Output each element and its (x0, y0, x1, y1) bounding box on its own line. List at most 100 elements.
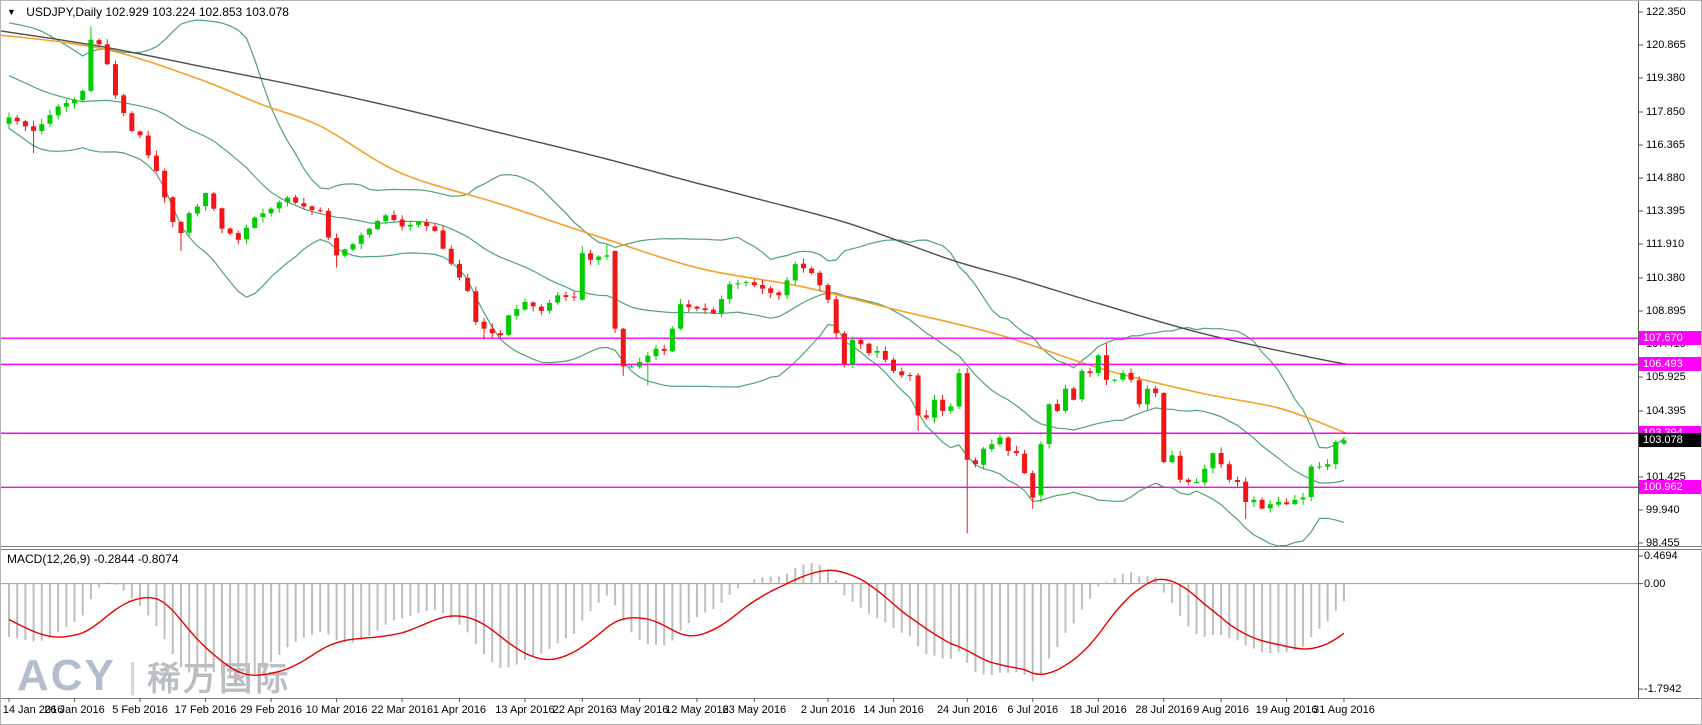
macd-histogram-bar (253, 583, 256, 674)
macd-histogram-bar (1326, 583, 1329, 622)
time-tick-label[interactable]: 14 Jun 2016 (863, 704, 924, 716)
candle (14, 115, 20, 125)
candle-body (514, 309, 520, 316)
candle-body (1169, 455, 1175, 463)
macd-histogram-bar (1310, 583, 1313, 637)
candle-body (522, 302, 528, 310)
time-tick-label[interactable]: 6 Jul 2016 (1007, 704, 1059, 716)
macd-histogram-bar (597, 583, 600, 603)
macd-histogram-bar (1105, 581, 1108, 584)
time-tick-label[interactable]: 3 May 2016 (610, 704, 669, 716)
candle-body (678, 304, 684, 329)
candle (792, 261, 798, 285)
price-tick-label: 111.910 (1646, 238, 1685, 250)
macd-histogram-bar (1064, 583, 1067, 633)
candle (882, 346, 888, 363)
broker-watermark: ACY | 稀万国际 (17, 651, 291, 701)
candle-body (448, 248, 454, 264)
candle-body (334, 237, 340, 256)
macd-histogram-bar (196, 583, 199, 675)
price-level-badge: 100.962 (1639, 480, 1701, 495)
macd-histogram-bar (540, 583, 543, 654)
macd-histogram-bar (605, 583, 608, 596)
candle-body (563, 295, 569, 297)
macd-histogram-bar (925, 583, 928, 655)
chart-dropdown-icon[interactable]: ▼ (7, 7, 16, 17)
time-tick-label[interactable]: 1 Apr 2016 (432, 704, 487, 716)
candle (112, 60, 118, 99)
candle (1325, 459, 1331, 471)
candle (47, 109, 53, 127)
time-tick-label[interactable]: 17 Feb 2016 (174, 704, 237, 716)
price-tick-label: 113.395 (1646, 205, 1685, 217)
macd-histogram-bar (311, 583, 314, 635)
candle-body (809, 268, 815, 274)
candle-body (1316, 466, 1322, 468)
macd-histogram-bar (982, 583, 985, 675)
chart-symbol-period: USDJPY,Daily (26, 5, 103, 19)
candle-body (440, 230, 446, 249)
candle-body (1267, 504, 1273, 509)
price-tick-label: 104.395 (1646, 405, 1686, 417)
time-tick-label[interactable]: 22 Mar 2016 (371, 704, 433, 716)
candle (1275, 496, 1281, 507)
candle (637, 357, 643, 369)
macd-histogram-bar (663, 583, 666, 646)
candle-body (637, 362, 643, 367)
macd-histogram-bar (351, 583, 354, 643)
time-tick-label[interactable]: 18 Jul 2016 (1069, 704, 1127, 716)
candle-body (579, 253, 585, 300)
macd-histogram-bar (1220, 583, 1223, 636)
candle (1120, 370, 1126, 383)
candle-body (88, 39, 94, 91)
slow-ma-line (1, 30, 1347, 365)
time-tick-label[interactable]: 10 Mar 2016 (305, 704, 368, 716)
macd-histogram-bar (1236, 583, 1239, 641)
macd-histogram-bar (24, 583, 27, 640)
time-tick-label[interactable]: 9 Aug 2016 (1193, 704, 1249, 716)
macd-histogram-bar (171, 583, 174, 655)
candle-body (784, 280, 790, 296)
candle (866, 342, 872, 356)
candle-body (792, 264, 798, 281)
time-tick-label[interactable]: 14 Jan 2016 (2, 704, 64, 716)
candle (915, 373, 921, 431)
candle-body (956, 373, 962, 407)
time-tick-label[interactable]: 13 Apr 2016 (495, 704, 555, 716)
time-tick-label[interactable]: 5 Feb 2016 (112, 704, 168, 716)
price-pane[interactable] (1, 19, 1638, 547)
time-tick-label[interactable]: 29 Feb 2016 (240, 704, 302, 716)
time-tick-label[interactable]: 19 Aug 2016 (1255, 704, 1318, 716)
candle-body (1038, 444, 1044, 496)
time-tick-label[interactable]: 28 Jul 2016 (1135, 704, 1193, 716)
macd-histogram-bar (212, 583, 215, 672)
candle (841, 330, 847, 368)
time-tick-label[interactable]: 12 May 2016 (665, 704, 729, 716)
candle (907, 372, 913, 381)
candle (1235, 476, 1240, 487)
candle (235, 230, 241, 245)
candle (481, 317, 487, 340)
chart-ohlc-quote: 102.929 103.224 102.853 103.078 (105, 5, 289, 19)
time-tick-label[interactable]: 24 Jun 2016 (936, 704, 998, 716)
candle (375, 219, 381, 231)
candle-body (194, 206, 200, 214)
macd-histogram-bar (638, 583, 641, 640)
candle (153, 150, 159, 173)
time-tick-label[interactable]: 22 Apr 2016 (552, 704, 612, 716)
candle-body (751, 282, 757, 286)
macd-histogram-bar (532, 583, 535, 657)
macd-pane[interactable] (1, 563, 1638, 682)
candle-body (22, 121, 28, 127)
time-tick-label[interactable]: 23 May 2016 (722, 704, 787, 716)
macd-histogram-bar (360, 583, 363, 640)
candle-body (661, 348, 667, 351)
time-tick-label[interactable]: 2 Jun 2016 (800, 704, 856, 716)
candle (416, 221, 421, 228)
candle (72, 97, 78, 109)
candle (669, 326, 675, 353)
time-tick-label[interactable]: 31 Aug 2016 (1313, 704, 1375, 716)
candle (1038, 441, 1044, 503)
time-tick-label[interactable]: 26 Jan 2016 (44, 704, 105, 716)
